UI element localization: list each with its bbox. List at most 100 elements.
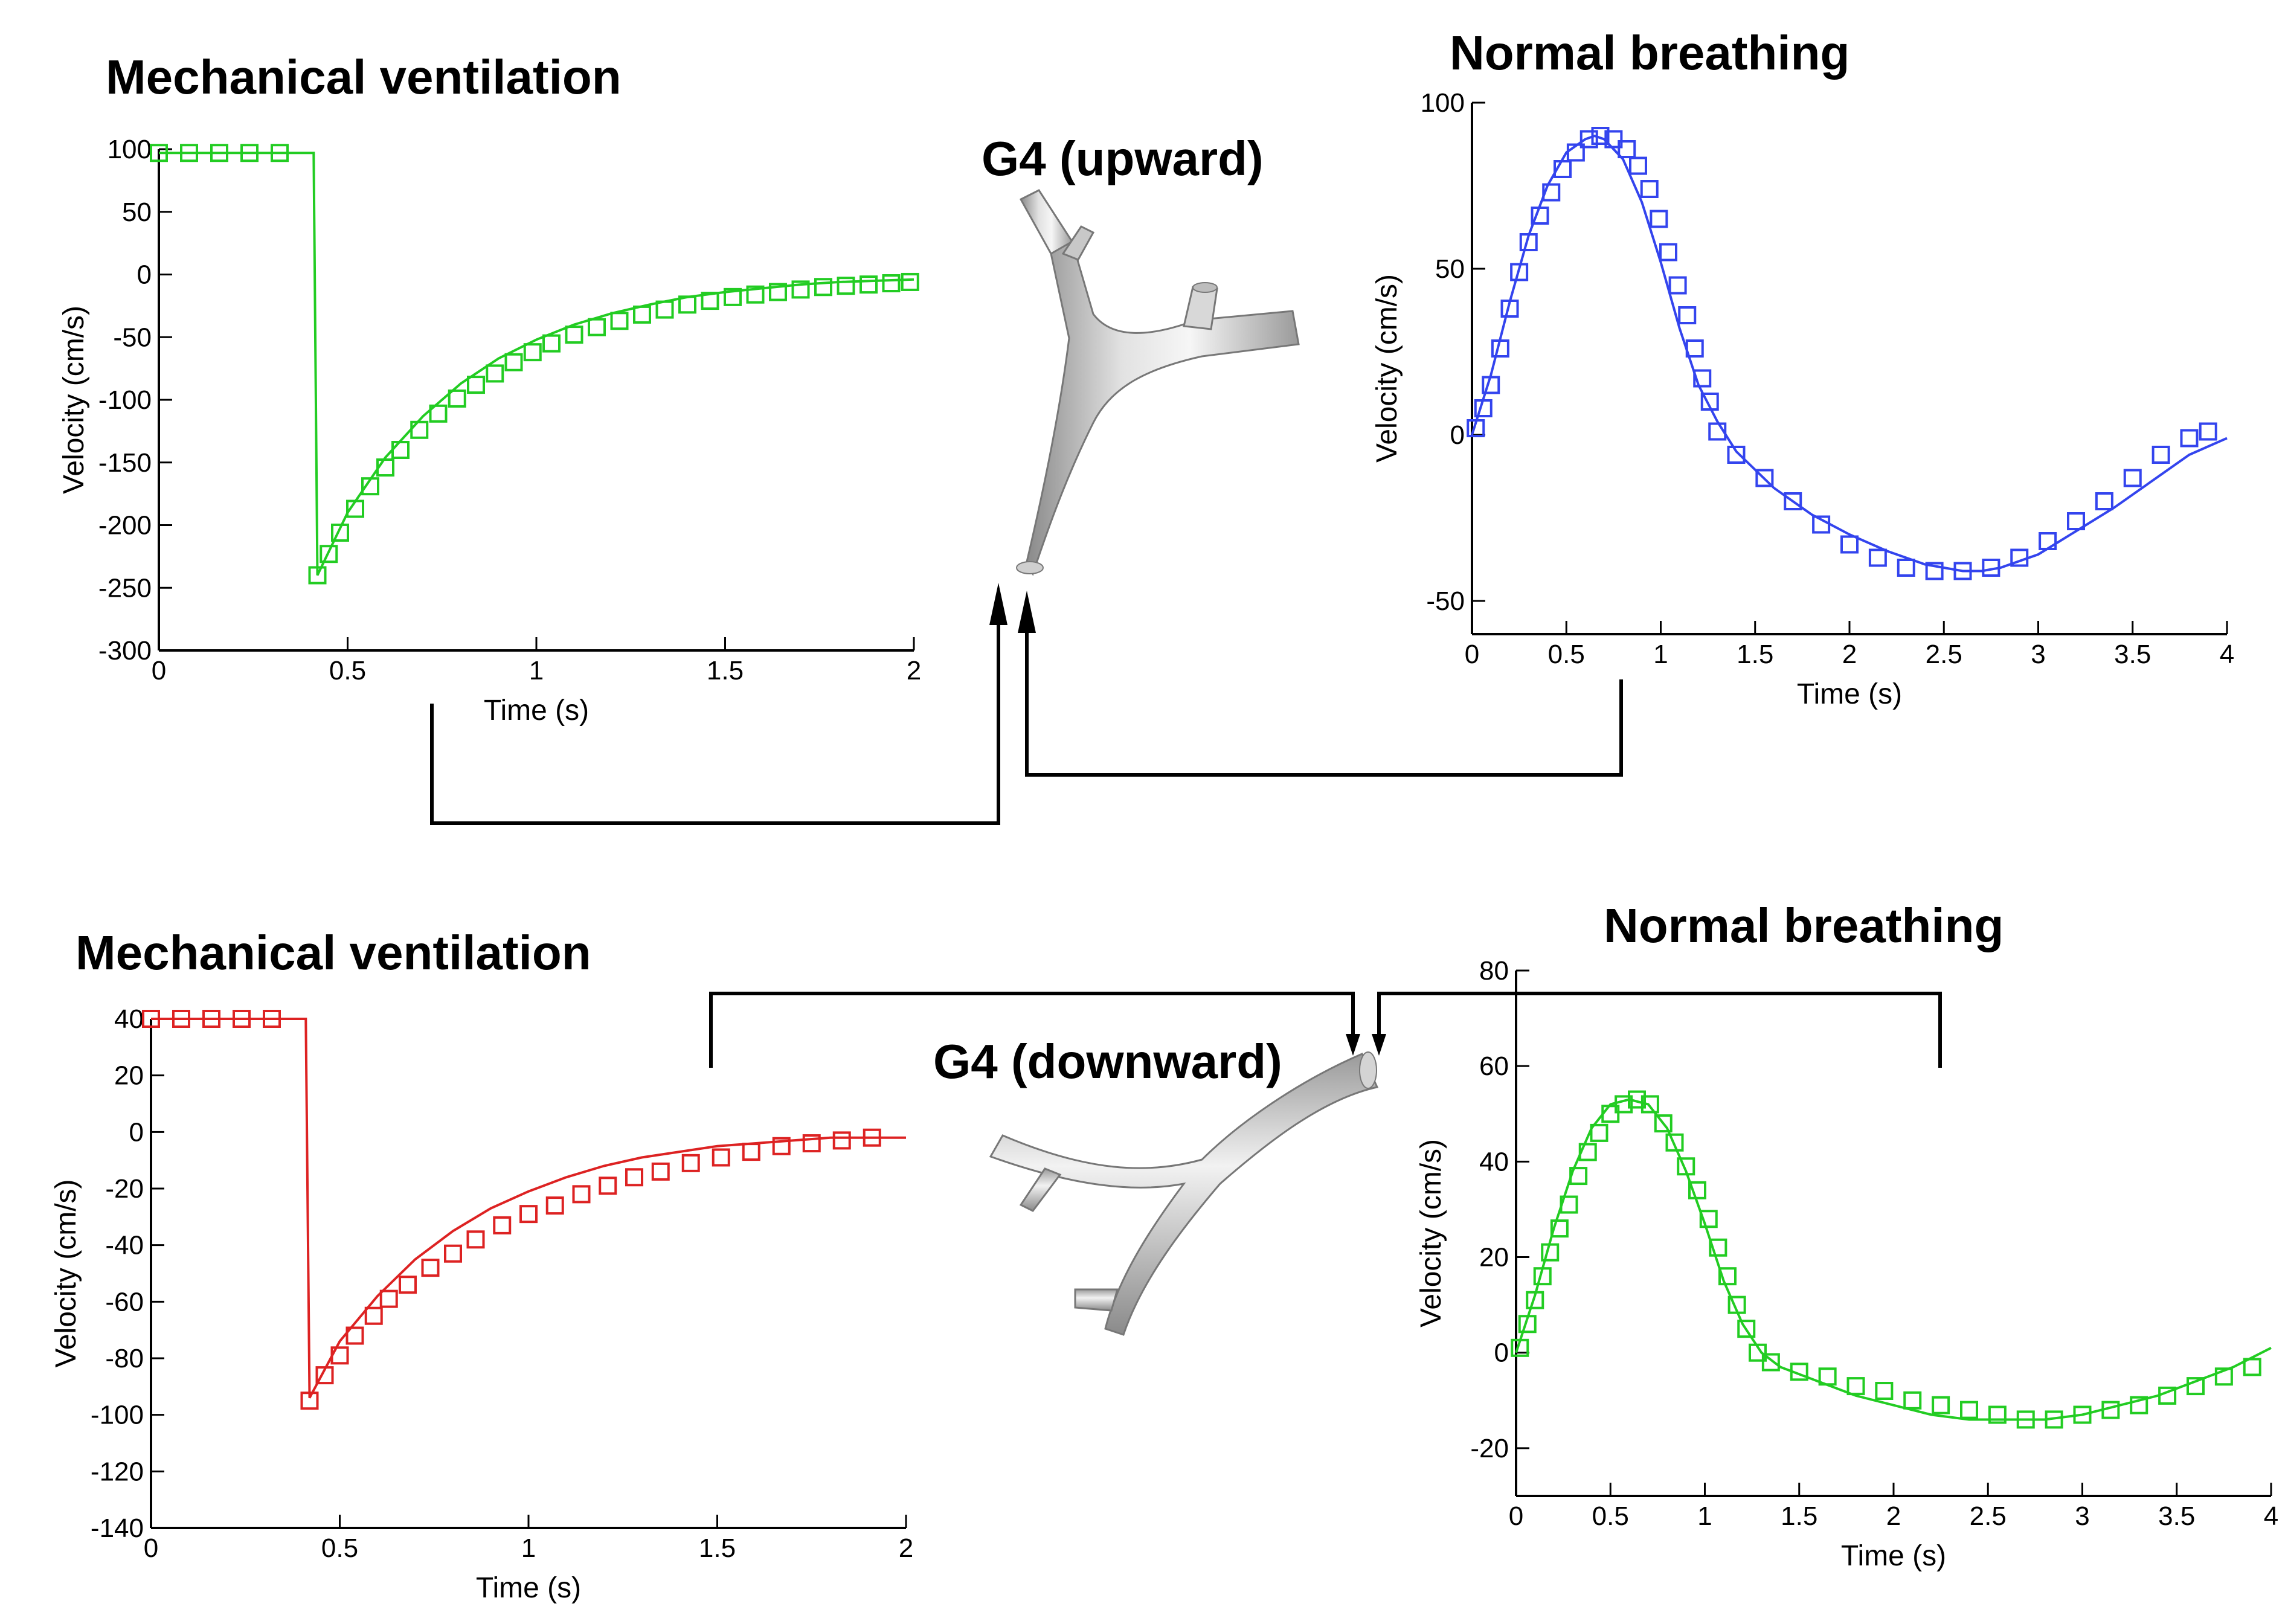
- x-axis-label: Time (s): [476, 1572, 581, 1604]
- data-point-marker: [2010, 548, 2029, 567]
- x-tick-label: 1.5: [1781, 1501, 1817, 1531]
- connector-mv-to-g4-upward: [430, 583, 1007, 825]
- x-tick-label: 2.5: [1970, 1501, 2007, 1531]
- data-point-marker: [2101, 1401, 2120, 1419]
- x-tick-label: 1: [529, 656, 544, 685]
- y-axis-label: Velocity (cm/s): [50, 1179, 82, 1367]
- y-tick-label: -100: [91, 1401, 144, 1430]
- y-tick-label: -50: [113, 323, 152, 352]
- data-point-marker: [1960, 1401, 1978, 1419]
- data-point-marker: [2243, 1358, 2261, 1376]
- data-point-marker: [466, 1230, 485, 1249]
- data-point-marker: [882, 274, 901, 293]
- y-tick-label: -80: [105, 1344, 144, 1373]
- data-point-marker: [2180, 429, 2199, 448]
- data-point-marker: [1693, 369, 1712, 388]
- y-tick-label: -250: [98, 573, 152, 603]
- data-point-marker: [1500, 300, 1519, 318]
- data-point-marker: [315, 1366, 334, 1385]
- x-tick-label: 0: [1465, 640, 1479, 669]
- data-point-marker: [610, 312, 629, 330]
- x-tick-label: 0: [1509, 1501, 1523, 1531]
- y-tick-label: -60: [105, 1287, 144, 1317]
- data-point-marker: [1868, 548, 1887, 567]
- data-point-marker: [2151, 446, 2170, 464]
- data-point-marker: [2130, 1396, 2148, 1414]
- data-point-marker: [712, 1148, 730, 1167]
- data-point-marker: [376, 458, 394, 477]
- data-point-marker: [1615, 1095, 1633, 1114]
- data-point-marker: [1628, 1090, 1646, 1109]
- data-point-marker: [1699, 1210, 1718, 1228]
- data-point-marker: [1988, 1405, 2007, 1424]
- x-axis-label: Time (s): [1841, 1540, 1946, 1572]
- x-tick-label: 2: [1886, 1501, 1901, 1531]
- connector-nb-to-g4-upward: [1018, 591, 1623, 777]
- top-right-heading: Normal breathing: [1450, 26, 1849, 80]
- data-point-marker: [837, 277, 855, 295]
- connector-mv-to-g4-downward: [709, 992, 1360, 1068]
- y-tick-label: 60: [1479, 1051, 1509, 1081]
- data-point-marker: [1591, 127, 1610, 145]
- data-point-marker: [399, 1276, 417, 1294]
- data-point-marker: [1982, 559, 2000, 577]
- data-point-marker: [1840, 535, 1859, 554]
- data-point-marker: [493, 1216, 512, 1234]
- data-point-marker: [1932, 1396, 1950, 1414]
- bottom-left-heading: Mechanical ventilation: [76, 926, 591, 980]
- chart-mechanical-ventilation-downward: -140 -120 -100 -80 -60 -40 -20 0 20 40 0 0.5 1 1.5 2 Ti…: [50, 1004, 913, 1604]
- data-point-marker: [1533, 1267, 1552, 1286]
- data-point-marker: [1640, 180, 1659, 198]
- data-point-marker: [142, 1010, 160, 1028]
- data-point-marker: [172, 1010, 190, 1028]
- data-point-marker: [2073, 1405, 2092, 1424]
- data-point-marker: [1579, 130, 1598, 149]
- data-point-marker: [233, 1010, 251, 1028]
- data-point-marker: [346, 499, 364, 518]
- data-point-marker: [1665, 1133, 1684, 1152]
- g4-upward-label: G4 (upward): [982, 132, 1264, 185]
- data-point-marker: [542, 334, 561, 353]
- data-point-marker: [724, 287, 742, 306]
- x-tick-label: 1: [1653, 640, 1668, 669]
- data-point-marker: [331, 523, 349, 542]
- data-point-marker: [1749, 1343, 1767, 1362]
- data-point-marker: [1677, 1157, 1695, 1176]
- y-tick-label: 50: [122, 197, 152, 227]
- y-tick-label: -300: [98, 636, 152, 666]
- data-point-marker: [701, 292, 719, 310]
- x-axis-label: Time (s): [484, 695, 589, 727]
- y-tick-label: -140: [91, 1513, 144, 1543]
- data-point-marker: [1640, 1095, 1659, 1114]
- data-point-marker: [1718, 1267, 1737, 1286]
- x-tick-label: 3: [2075, 1501, 2089, 1531]
- data-point-marker: [678, 295, 696, 314]
- data-point-marker: [1700, 393, 1719, 411]
- data-point-marker: [1668, 276, 1687, 295]
- data-point-marker: [1654, 1114, 1673, 1133]
- data-point-marker: [1550, 1219, 1569, 1238]
- y-tick-label: -20: [105, 1174, 144, 1204]
- data-point-marker: [1467, 419, 1485, 437]
- data-point-marker: [1818, 1367, 1837, 1386]
- series-line: [159, 152, 914, 576]
- x-tick-label: 2: [899, 1533, 913, 1563]
- data-point-marker: [1569, 1167, 1588, 1186]
- data-point-marker: [1685, 339, 1704, 358]
- data-point-marker: [202, 1010, 220, 1028]
- x-tick-label: 2.5: [1926, 640, 1962, 669]
- y-tick-label: 0: [129, 1117, 144, 1147]
- y-axis-label: Velocity (cm/s): [1371, 274, 1403, 463]
- data-point-marker: [345, 1326, 364, 1345]
- data-point-marker: [651, 1162, 670, 1181]
- y-tick-label: -40: [105, 1231, 144, 1260]
- g4-downward-airway-model: [989, 1051, 1379, 1336]
- data-point-marker: [746, 285, 765, 304]
- y-tick-label: -100: [98, 385, 152, 415]
- data-point-marker: [901, 272, 919, 291]
- data-point-marker: [1688, 1181, 1706, 1199]
- data-point-marker: [1566, 143, 1585, 162]
- data-point-marker: [2214, 1367, 2233, 1386]
